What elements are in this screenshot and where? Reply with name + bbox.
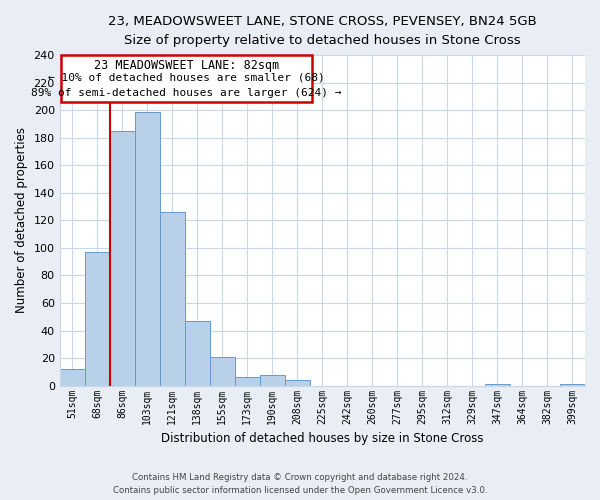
Bar xyxy=(110,131,135,386)
Text: Contains HM Land Registry data © Crown copyright and database right 2024.
Contai: Contains HM Land Registry data © Crown c… xyxy=(113,474,487,495)
X-axis label: Distribution of detached houses by size in Stone Cross: Distribution of detached houses by size … xyxy=(161,432,484,445)
FancyBboxPatch shape xyxy=(61,55,313,102)
Text: 23 MEADOWSWEET LANE: 82sqm: 23 MEADOWSWEET LANE: 82sqm xyxy=(94,59,279,72)
Bar xyxy=(560,384,585,386)
Bar xyxy=(85,252,110,386)
Bar xyxy=(59,369,85,386)
Bar xyxy=(235,378,260,386)
Bar xyxy=(285,380,310,386)
Bar xyxy=(185,321,210,386)
Title: 23, MEADOWSWEET LANE, STONE CROSS, PEVENSEY, BN24 5GB
Size of property relative : 23, MEADOWSWEET LANE, STONE CROSS, PEVEN… xyxy=(108,15,537,47)
Bar xyxy=(485,384,510,386)
Y-axis label: Number of detached properties: Number of detached properties xyxy=(15,128,28,314)
Text: 89% of semi-detached houses are larger (624) →: 89% of semi-detached houses are larger (… xyxy=(31,88,342,98)
Bar xyxy=(260,374,285,386)
Bar xyxy=(135,112,160,386)
Bar xyxy=(210,356,235,386)
Bar xyxy=(160,212,185,386)
Text: ← 10% of detached houses are smaller (68): ← 10% of detached houses are smaller (68… xyxy=(48,72,325,82)
